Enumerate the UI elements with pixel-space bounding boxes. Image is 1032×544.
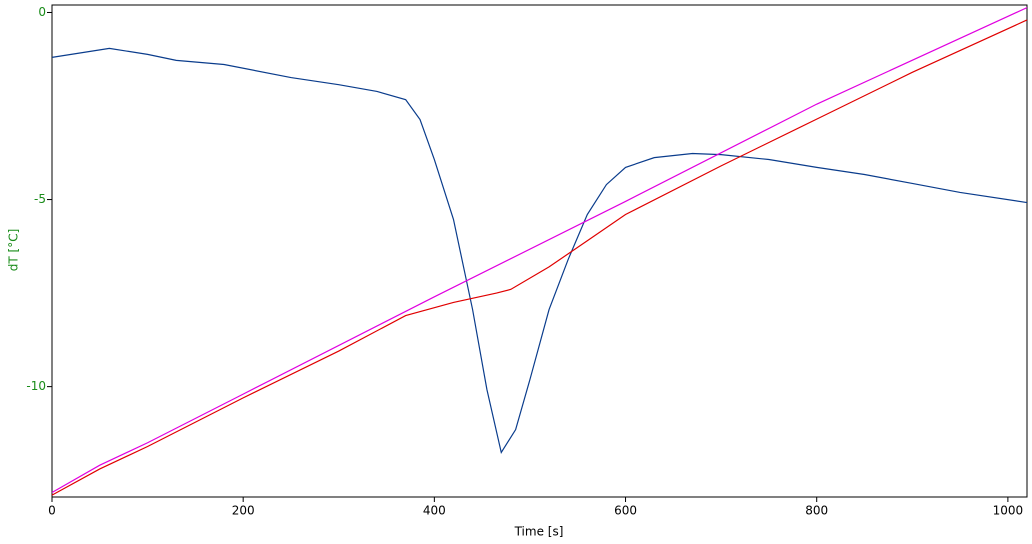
- y-axis-label: dT [°C]: [7, 229, 21, 272]
- data-line: [51, 47, 1028, 455]
- x-tick-label: 0: [48, 504, 56, 518]
- x-tick-label: 600: [614, 504, 637, 518]
- x-axis-label: Time [s]: [514, 525, 564, 539]
- plot-frame: [51, 4, 1028, 498]
- x-tick-label: 800: [805, 504, 828, 518]
- y-tick-label: -5: [34, 192, 46, 206]
- data-line: [51, 19, 1028, 496]
- y-tick-label: 0: [38, 5, 46, 19]
- data-line: [51, 7, 1028, 494]
- x-tick-label: 200: [232, 504, 255, 518]
- y-tick-label: -10: [26, 379, 46, 393]
- x-tick-label: 1000: [993, 504, 1024, 518]
- x-tick-label: 400: [423, 504, 446, 518]
